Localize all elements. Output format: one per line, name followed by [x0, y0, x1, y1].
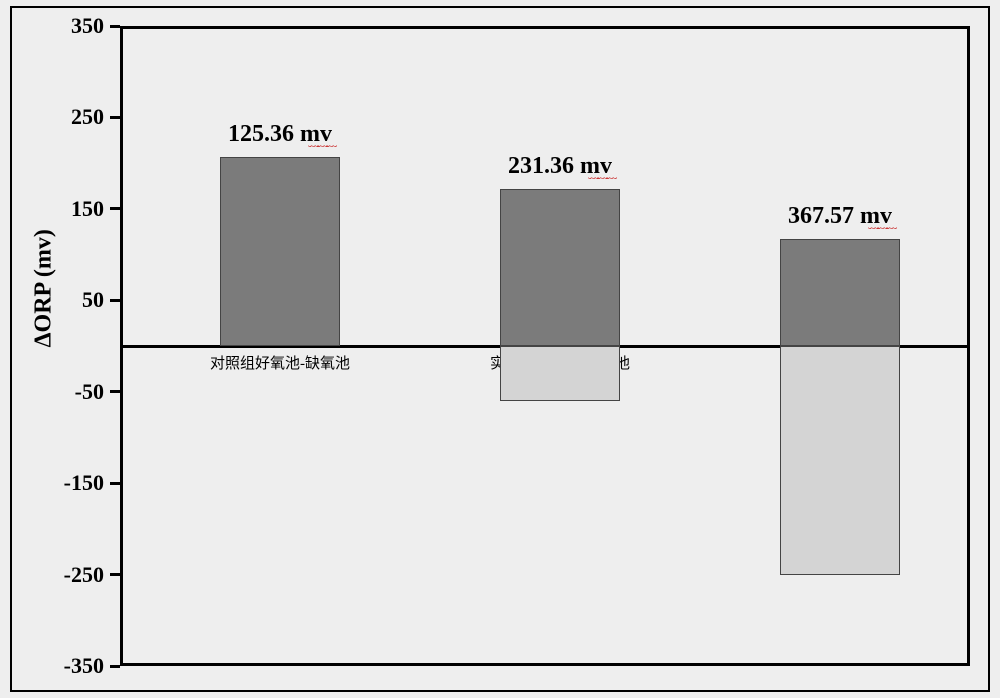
y-tick-mark [110, 665, 120, 668]
y-tick-label: 150 [46, 196, 104, 222]
y-tick-mark [110, 482, 120, 485]
y-tick-mark [110, 207, 120, 210]
bar [220, 157, 340, 346]
value-label: 367.57 mv [750, 203, 930, 230]
bar [500, 189, 620, 346]
value-label: 231.36 mv [470, 153, 650, 180]
y-tick-label: -50 [46, 379, 104, 405]
bar [780, 239, 900, 346]
y-tick-label: -350 [46, 653, 104, 679]
y-tick-mark [110, 299, 120, 302]
y-tick-label: 250 [46, 104, 104, 130]
bar [500, 346, 620, 401]
y-tick-mark [110, 25, 120, 28]
y-tick-mark [110, 390, 120, 393]
y-tick-mark [110, 573, 120, 576]
y-tick-label: 50 [46, 287, 104, 313]
y-tick-mark [110, 116, 120, 119]
category-label: 对照组好氧池-缺氧池 [180, 352, 380, 373]
bar [780, 346, 900, 575]
y-tick-label: -250 [46, 562, 104, 588]
value-label: 125.36 mv [190, 121, 370, 148]
y-tick-label: 350 [46, 13, 104, 39]
y-tick-label: -150 [46, 470, 104, 496]
